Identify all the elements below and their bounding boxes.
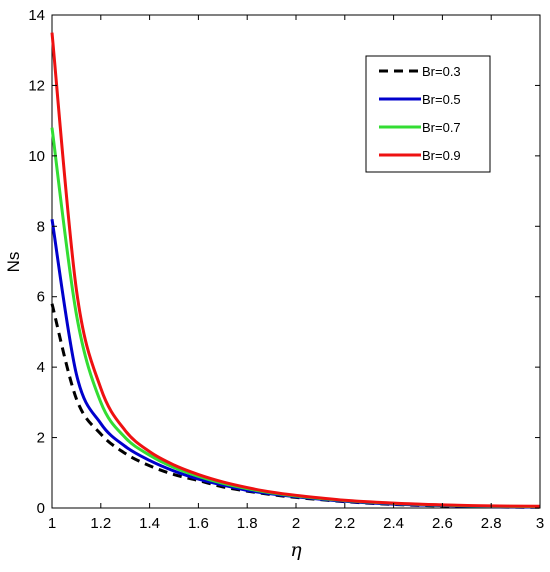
y-tick-label: 2 [37,430,45,447]
y-tick-label: 0 [37,500,45,517]
y-tick-label: 14 [28,7,45,24]
x-tick-label: 1.4 [139,515,160,532]
x-tick-label: 3 [536,515,544,532]
x-tick-label: 2.8 [481,515,502,532]
x-tick-label: 2.2 [334,515,355,532]
y-tick-label: 4 [37,359,45,376]
legend: Br=0.3 Br=0.5 Br=0.7 Br=0.9 [365,55,491,173]
legend-label: Br=0.7 [422,120,461,135]
x-axis: 1 1.2 1.4 1.6 1.8 2 2.2 2.4 2.6 2.8 3 [48,15,544,532]
y-tick-label: 8 [37,218,45,235]
series-layer [50,32,541,509]
y-tick-label: 6 [37,289,45,306]
y-tick-label: 10 [28,148,45,165]
x-tick-label: 2 [292,515,300,532]
x-axis-label: η [290,539,302,561]
x-tick-label: 1.2 [90,515,111,532]
legend-box [365,55,491,173]
y-tick-label: 12 [28,77,45,94]
x-tick-label: 1.6 [188,515,209,532]
x-tick-label: 1 [48,515,56,532]
x-tick-label: 1.8 [237,515,258,532]
x-tick-label: 2.6 [432,515,453,532]
legend-label: Br=0.9 [422,148,461,163]
series-line-4 [50,32,541,508]
x-tick-label: 2.4 [383,515,404,532]
y-axis: 0 2 4 6 8 10 12 14 [28,7,540,517]
legend-label: Br=0.3 [422,64,461,79]
legend-label: Br=0.5 [422,92,461,107]
y-axis-label: Ns [4,252,23,273]
